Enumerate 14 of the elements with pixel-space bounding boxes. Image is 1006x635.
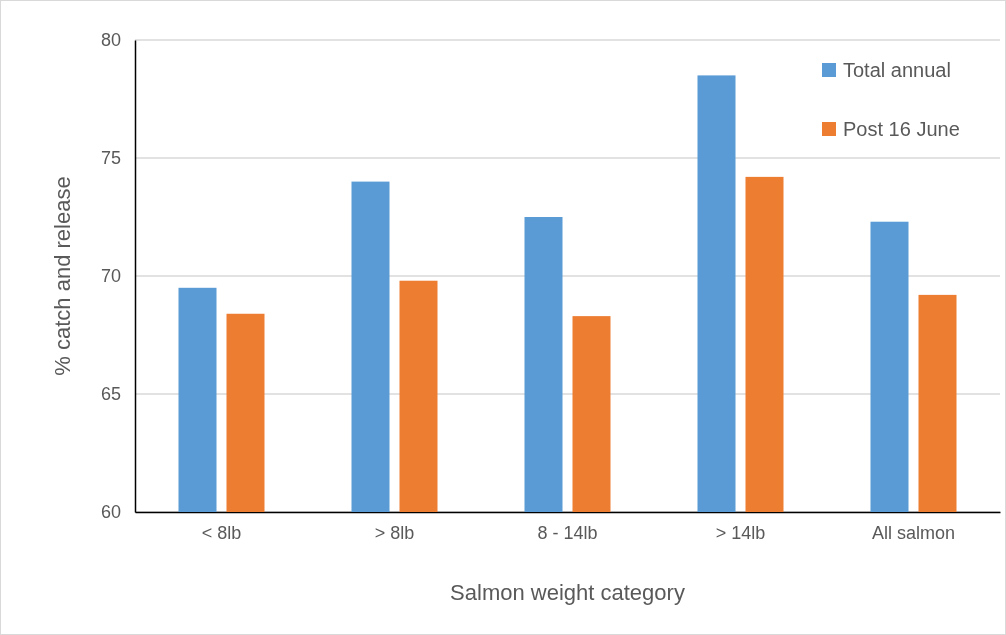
x-tick-label: > 14lb (715, 522, 766, 543)
x-tick-label: > 8lb (374, 522, 415, 543)
y-tick-label: 60 (100, 502, 121, 523)
legend-label: Post 16 June (843, 118, 960, 140)
x-tick-label: All salmon (871, 522, 956, 543)
y-axis-title: % catch and release (50, 176, 75, 376)
y-tick-label: 65 (100, 384, 121, 405)
x-tick-label: 8 - 14lb (537, 522, 598, 543)
y-tick-label: 80 (100, 30, 121, 51)
y-tick-label: 75 (100, 148, 121, 169)
y-tick-label: 70 (100, 266, 121, 287)
x-tick-label: < 8lb (201, 522, 242, 543)
legend-label: Total annual (843, 59, 951, 81)
x-axis-title: Salmon weight category (450, 580, 685, 605)
